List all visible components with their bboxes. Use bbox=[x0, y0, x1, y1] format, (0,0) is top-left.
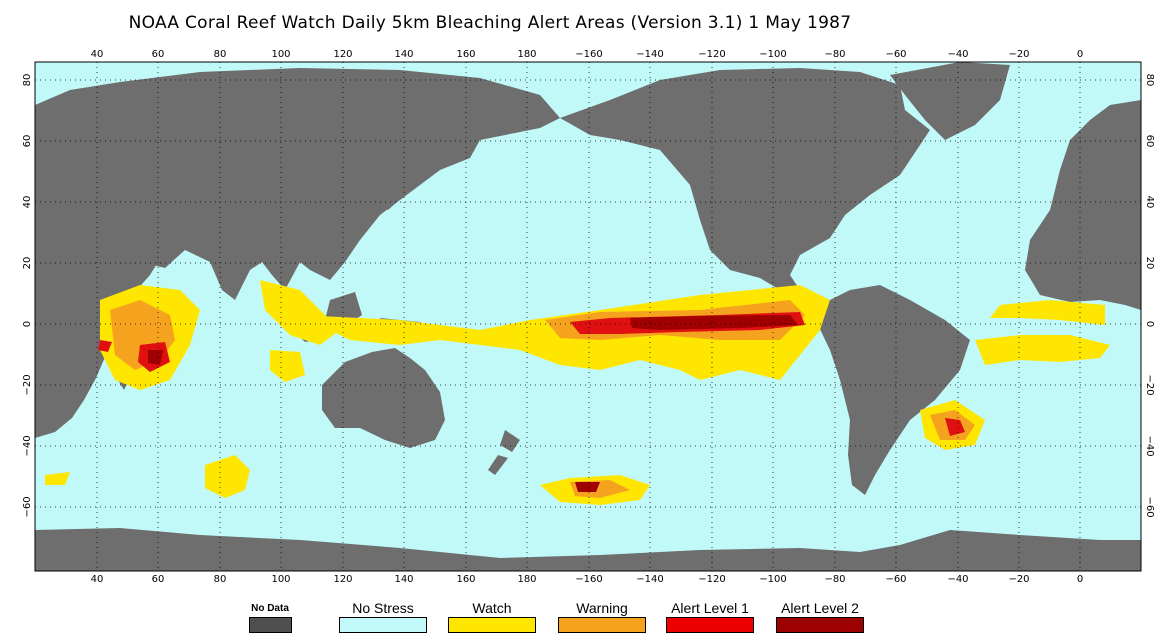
lon-label-bottom: 40 bbox=[91, 574, 104, 585]
legend-label: No Data bbox=[251, 603, 289, 614]
landmass-south-america bbox=[818, 285, 970, 495]
legend-swatch-no-data bbox=[249, 617, 292, 633]
lon-label-bottom: −40 bbox=[947, 574, 968, 585]
lon-label-bottom: 60 bbox=[152, 574, 165, 585]
landmass-eurasia bbox=[35, 68, 560, 300]
legend-swatch-watch bbox=[448, 617, 536, 633]
lon-label-bottom: 180 bbox=[517, 574, 536, 585]
landmass-antarctica bbox=[35, 528, 1141, 571]
legend-item-alert-level-1: Alert Level 1 bbox=[660, 601, 760, 616]
legend-label: Alert Level 2 bbox=[781, 600, 859, 616]
lat-label-left: 0 bbox=[22, 321, 33, 327]
lat-label-right: 40 bbox=[1144, 196, 1155, 209]
legend-item-warning: Warning bbox=[552, 601, 652, 616]
lon-label-top: −140 bbox=[636, 49, 663, 60]
map-frame bbox=[34, 61, 1142, 572]
lat-label-left: 20 bbox=[22, 257, 33, 270]
legend-label: Warning bbox=[576, 600, 628, 616]
lon-label-bottom: −120 bbox=[698, 574, 725, 585]
lon-label-bottom: −140 bbox=[636, 574, 663, 585]
lon-label-bottom: 120 bbox=[333, 574, 352, 585]
lat-label-left: 40 bbox=[22, 196, 33, 209]
lon-label-top: 180 bbox=[517, 49, 536, 60]
lat-label-right: −40 bbox=[1144, 435, 1155, 456]
map-title: NOAA Coral Reef Watch Daily 5km Bleachin… bbox=[128, 13, 852, 33]
lon-label-bottom: 100 bbox=[271, 574, 290, 585]
lat-label-right: 80 bbox=[1144, 74, 1155, 87]
legend-item-no-data: No Data bbox=[236, 601, 304, 616]
lon-label-bottom: 140 bbox=[394, 574, 413, 585]
lon-label-bottom: −60 bbox=[885, 574, 906, 585]
legend-swatch-alert-level-1 bbox=[666, 617, 754, 633]
landmass-australia bbox=[322, 348, 445, 448]
legend-item-alert-level-2: Alert Level 2 bbox=[770, 601, 870, 616]
landmass-greenland bbox=[890, 62, 1010, 140]
legend-label: Watch bbox=[472, 600, 512, 616]
lon-label-bottom: 0 bbox=[1077, 574, 1083, 585]
lon-label-bottom: 80 bbox=[214, 574, 227, 585]
lon-label-top: 80 bbox=[214, 49, 227, 60]
legend-swatch-alert-level-2 bbox=[776, 617, 864, 633]
lat-label-left: −60 bbox=[22, 496, 33, 517]
lon-label-top: 40 bbox=[91, 49, 104, 60]
lon-label-top: −40 bbox=[947, 49, 968, 60]
latitude-labels-right: 80 60 40 20 0 −20 −40 −60 bbox=[1144, 74, 1155, 518]
lon-label-top: 100 bbox=[271, 49, 290, 60]
lon-label-bottom: −80 bbox=[824, 574, 845, 585]
lon-label-top: −20 bbox=[1008, 49, 1029, 60]
lon-label-top: −120 bbox=[698, 49, 725, 60]
lon-label-top: −80 bbox=[824, 49, 845, 60]
landmass-new-zealand bbox=[488, 430, 520, 475]
legend-label: No Stress bbox=[352, 600, 414, 616]
lat-label-left: −40 bbox=[22, 435, 33, 456]
alert-level-2-areas bbox=[148, 315, 798, 492]
longitude-labels-top: 40 60 80 100 120 140 160 180 −160 −140 −… bbox=[91, 49, 1084, 60]
lon-label-top: 0 bbox=[1077, 49, 1083, 60]
lon-label-bottom: 160 bbox=[456, 574, 475, 585]
landmass-japan bbox=[380, 165, 418, 210]
bleaching-alert-map: 40 60 80 100 120 140 160 180 −160 −140 −… bbox=[22, 49, 1155, 585]
lat-label-right: 20 bbox=[1144, 257, 1155, 270]
lon-label-bottom: −20 bbox=[1008, 574, 1029, 585]
lat-label-left: 80 bbox=[22, 74, 33, 87]
lat-label-right: −20 bbox=[1144, 374, 1155, 395]
legend-item-watch: Watch bbox=[442, 601, 542, 616]
legend-label: Alert Level 1 bbox=[671, 600, 749, 616]
latitude-labels-left: 80 60 40 20 0 −20 −40 −60 bbox=[22, 74, 33, 518]
lon-label-top: 140 bbox=[394, 49, 413, 60]
landmass-north-america bbox=[560, 68, 930, 310]
lon-label-bottom: −160 bbox=[575, 574, 602, 585]
lat-label-left: −20 bbox=[22, 374, 33, 395]
longitude-labels-bottom: 40 60 80 100 120 140 160 180 −160 −140 −… bbox=[91, 574, 1084, 585]
lon-label-top: −160 bbox=[575, 49, 602, 60]
legend-swatch-warning bbox=[558, 617, 646, 633]
lon-label-top: 60 bbox=[152, 49, 165, 60]
legend-swatch-no-stress bbox=[339, 617, 427, 633]
landmass-europe-west-africa bbox=[1025, 100, 1141, 310]
landmass-africa bbox=[35, 192, 158, 438]
lat-label-right: −60 bbox=[1144, 496, 1155, 517]
lon-label-top: 160 bbox=[456, 49, 475, 60]
lat-label-right: 60 bbox=[1144, 135, 1155, 148]
lon-label-top: −100 bbox=[759, 49, 786, 60]
lon-label-top: −60 bbox=[885, 49, 906, 60]
lat-label-left: 60 bbox=[22, 135, 33, 148]
lat-label-right: 0 bbox=[1144, 321, 1155, 327]
lon-label-top: 120 bbox=[333, 49, 352, 60]
lon-label-bottom: −100 bbox=[759, 574, 786, 585]
legend-item-no-stress: No Stress bbox=[333, 601, 433, 616]
